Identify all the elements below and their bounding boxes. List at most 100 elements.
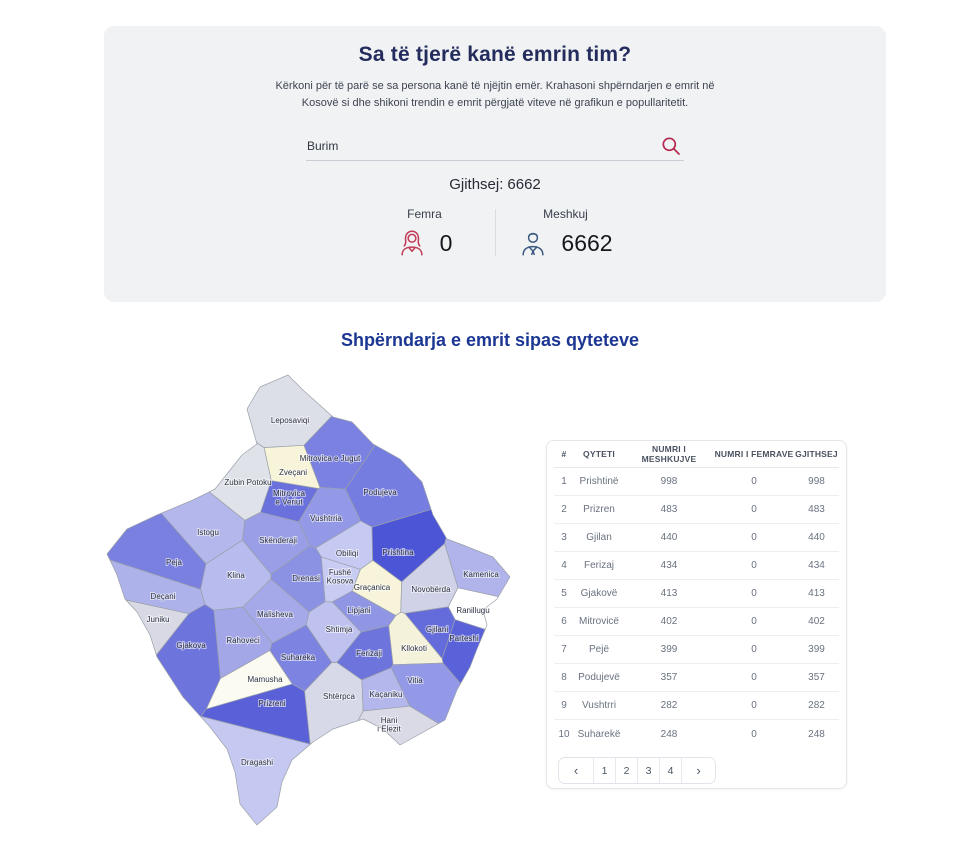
table-row: 4 Ferizaj 434 0 434 — [554, 552, 839, 580]
table-row: 10 Suharekë 248 0 248 — [554, 720, 839, 748]
table-row: 1 Prishtinë 998 0 998 — [554, 468, 839, 496]
table-cell: 2 — [561, 504, 567, 515]
table-cell: 0 — [751, 728, 757, 740]
map-region-kllokoti[interactable] — [388, 611, 444, 666]
table-cell: 440 — [808, 532, 825, 543]
column-header: NUMRI I FEMRAVE — [714, 449, 794, 459]
pagination-page-1[interactable]: 1 — [593, 758, 615, 783]
table-cell: 357 — [808, 672, 825, 683]
table-cell: Suharekë — [577, 728, 621, 740]
table-cell: 402 — [808, 616, 825, 627]
table-cell: 483 — [808, 504, 825, 515]
column-header: NUMRI I MESHKUJVE — [641, 444, 697, 464]
hero-card: Sa të tjerë kanë emrin tim? Kërkoni për … — [104, 26, 886, 302]
table-cell: 3 — [561, 532, 567, 543]
table-row: 7 Pejë 399 0 399 — [554, 636, 839, 664]
table-cell: 0 — [751, 672, 757, 683]
table-row: 2 Prizren 483 0 483 — [554, 496, 839, 524]
total-label: Gjithsej: — [449, 176, 504, 193]
table-cell: Prizren — [583, 504, 615, 515]
cities-table-card: # QYTETI NUMRI I MESHKUJVE NUMRI I FEMRA… — [546, 440, 847, 789]
male-label: Meshkuj — [543, 207, 588, 221]
table-body: 1 Prishtinë 998 0 998 2 Prizren 483 0 483 3 Gjilan 4… — [554, 468, 839, 748]
male-person-icon — [522, 232, 545, 256]
table-cell: 282 — [660, 700, 678, 711]
table-cell: 483 — [660, 504, 678, 515]
gender-breakdown: Femra 0 Meshkuj — [104, 207, 886, 258]
table-cell: 4 — [561, 560, 567, 571]
table-cell: 9 — [561, 700, 567, 711]
table-cell: 998 — [660, 476, 678, 487]
table-cell: 1 — [561, 476, 567, 487]
table-cell: 0 — [751, 588, 757, 599]
page-description: Kërkoni për të parë se sa persona kanë t… — [275, 80, 715, 109]
total-count: Gjithsej: 6662 — [104, 176, 886, 193]
column-header: # — [561, 449, 567, 459]
table-cell: 440 — [660, 532, 678, 543]
column-header: GJITHSEJ — [795, 449, 838, 459]
pagination-prev-button[interactable]: ‹ — [559, 758, 593, 783]
column-header: QYTETI — [583, 449, 615, 459]
pagination-page-3[interactable]: 3 — [637, 758, 659, 783]
table-cell: 10 — [558, 728, 570, 740]
table-row: 9 Vushtrri 282 0 282 — [554, 692, 839, 720]
table-cell: 0 — [751, 644, 757, 655]
table-cell: 0 — [751, 700, 757, 711]
table-cell: Vushtrri — [581, 700, 617, 711]
table-cell: 248 — [808, 728, 825, 740]
table-cell: Ferizaj — [583, 560, 614, 571]
kosovo-map-container: Leposaviqi Zveçani Zubin Potoku Mitrovica e… — [100, 372, 520, 834]
table-cell: 434 — [660, 560, 678, 571]
search-input[interactable] — [306, 131, 684, 160]
search-button[interactable] — [660, 134, 684, 158]
table-cell: Prishtinë — [579, 476, 619, 487]
table-cell: 0 — [751, 616, 757, 627]
divider — [494, 209, 496, 256]
table-row: 5 Gjakovë 413 0 413 — [554, 580, 839, 608]
table-cell: 248 — [660, 728, 678, 740]
pagination: ‹ 1 2 3 4 › — [558, 757, 716, 784]
section-title: Shpërndarja e emrit sipas qyteteve — [340, 330, 640, 350]
pagination-next-button[interactable]: › — [681, 758, 715, 783]
table-cell: Gjilan — [586, 532, 612, 543]
male-stat: Meshkuj 6662 — [500, 207, 632, 258]
table-cell: 357 — [660, 672, 678, 683]
pagination-page-2[interactable]: 2 — [615, 758, 637, 783]
total-value: 6662 — [507, 176, 541, 193]
table-cell: 434 — [808, 560, 825, 571]
table-cell: 8 — [561, 672, 567, 683]
table-cell: 0 — [751, 560, 757, 571]
table-cell: 0 — [751, 504, 757, 515]
search-icon — [662, 137, 680, 155]
table-cell: 413 — [660, 588, 678, 599]
table-cell: 6 — [561, 616, 567, 627]
table-header: # QYTETI NUMRI I MESHKUJVE NUMRI I FEMRA… — [554, 441, 839, 468]
table-cell: Mitrovicë — [578, 616, 619, 627]
table-cell: 998 — [808, 476, 825, 487]
female-stat: Femra 0 — [359, 207, 491, 258]
map-region-dragashi[interactable] — [200, 716, 311, 826]
table-row: 3 Gjilan 440 0 440 — [554, 524, 839, 552]
table-cell: Podujevë — [578, 672, 620, 683]
table-cell: 282 — [808, 700, 825, 711]
female-value: 0 — [439, 229, 453, 256]
table-row: 8 Podujevë 357 0 357 — [554, 664, 839, 692]
female-label: Femra — [407, 207, 442, 221]
table-cell: 399 — [808, 644, 825, 655]
table-cell: 7 — [561, 644, 567, 655]
table-cell: 402 — [660, 616, 678, 627]
female-person-icon — [400, 230, 423, 256]
name-search — [306, 131, 684, 161]
table-cell: Pejë — [588, 644, 609, 655]
table-cell: 5 — [561, 588, 567, 599]
table-cell: 0 — [751, 476, 757, 487]
pagination-page-4[interactable]: 4 — [659, 758, 681, 783]
table-cell: 0 — [751, 532, 757, 543]
table-cell: 413 — [808, 588, 825, 599]
male-value: 6662 — [561, 229, 613, 256]
table-cell: 399 — [660, 644, 678, 655]
table-row: 6 Mitrovicë 402 0 402 — [554, 608, 839, 636]
table-cell: Gjakovë — [580, 588, 618, 599]
map-region-hani-i-elezit[interactable] — [357, 705, 439, 746]
